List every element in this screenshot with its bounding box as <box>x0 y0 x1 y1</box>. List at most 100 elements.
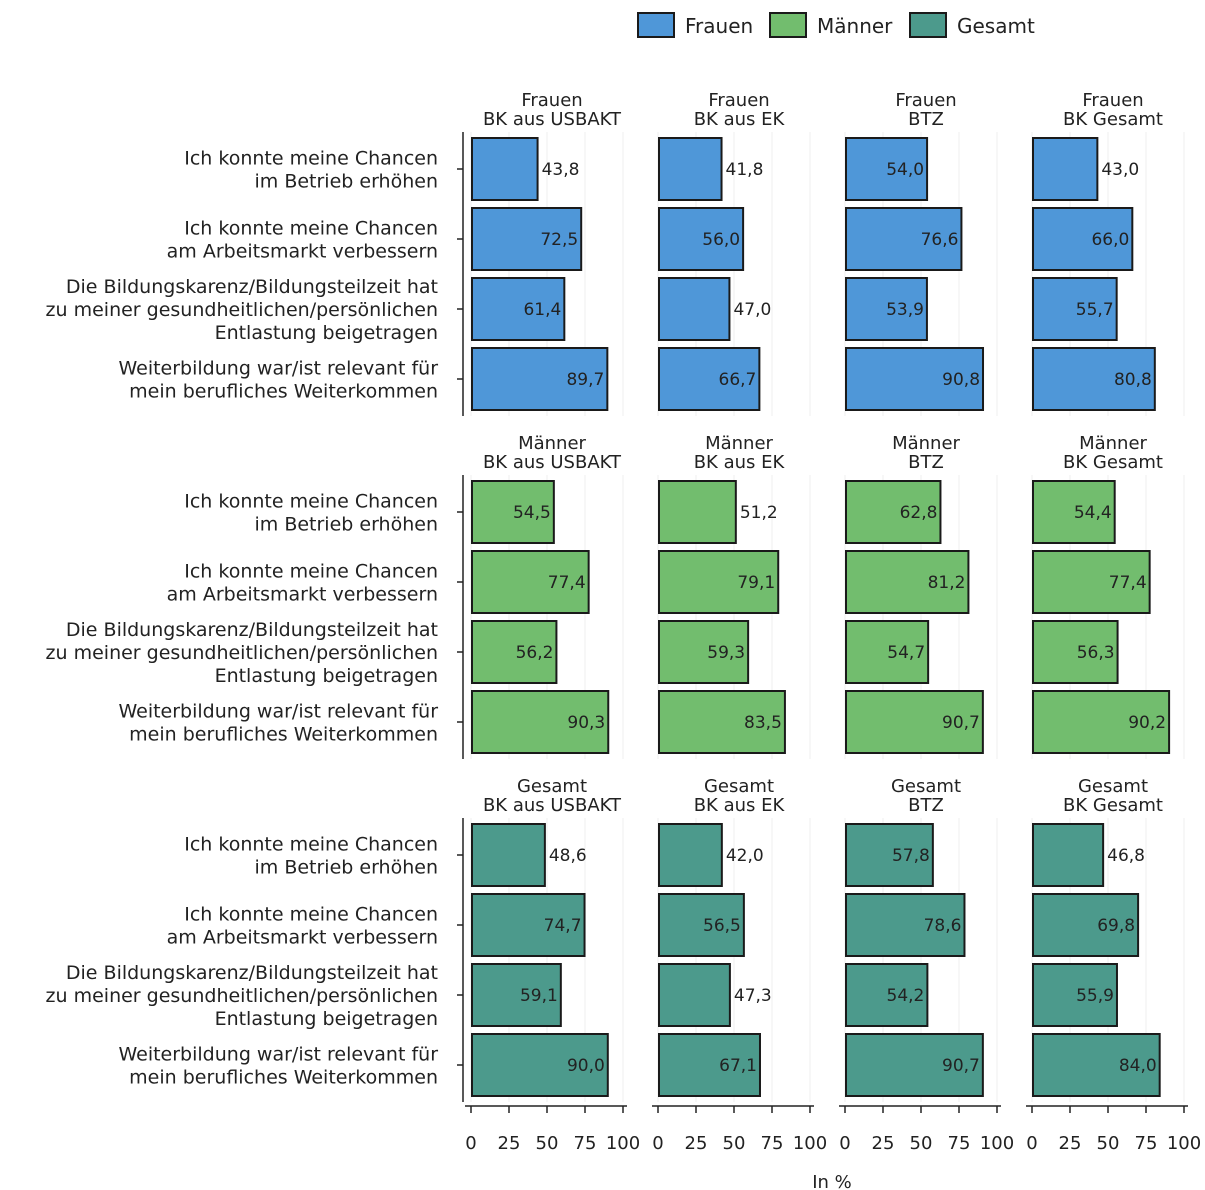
facet-title: BK aus EK <box>694 795 786 816</box>
facet-title: BK aus USBAKT <box>483 109 622 130</box>
data-label: 72,5 <box>540 230 578 250</box>
bar <box>471 480 555 544</box>
data-label: 47,3 <box>734 986 772 1006</box>
x-tick-label: 50 <box>1097 1133 1120 1154</box>
category-label: Ich konnte meine Chancen <box>184 904 438 926</box>
facet-title: Frauen <box>708 90 769 111</box>
facet-title: Männer <box>705 433 773 454</box>
category-label: Weiterbildung war/ist relevant für <box>118 358 438 380</box>
category-label: Weiterbildung war/ist relevant für <box>118 701 438 723</box>
data-label: 56,2 <box>516 643 554 663</box>
bar <box>471 893 586 957</box>
category-label: mein berufliches Weiterkommen <box>129 381 438 403</box>
bar <box>845 347 985 411</box>
category-label: am Arbeitsmarkt verbessern <box>167 927 438 949</box>
x-tick-label: 100 <box>606 1133 640 1154</box>
facet-title: Gesamt <box>517 776 587 797</box>
facet-title: BTZ <box>908 795 944 816</box>
data-label: 83,5 <box>744 713 782 733</box>
facet-title: Gesamt <box>1078 776 1148 797</box>
bar <box>845 277 928 341</box>
x-tick-label: 25 <box>872 1133 895 1154</box>
bar <box>1032 550 1151 614</box>
bar <box>1032 690 1171 754</box>
data-label: 55,7 <box>1076 300 1114 320</box>
bar <box>845 1033 984 1097</box>
bar <box>658 277 731 341</box>
bar <box>1032 1033 1161 1097</box>
category-label: Ich konnte meine Chancen <box>184 148 438 170</box>
category-label: Weiterbildung war/ist relevant für <box>118 1044 438 1066</box>
data-label: 90,7 <box>942 1056 980 1076</box>
x-tick-label: 100 <box>1167 1133 1201 1154</box>
bar <box>1032 137 1099 201</box>
x-tick-label: 100 <box>980 1133 1014 1154</box>
facet-title: Frauen <box>521 90 582 111</box>
bar <box>845 207 963 271</box>
data-label: 59,3 <box>707 643 745 663</box>
data-label: 59,1 <box>520 986 558 1006</box>
facet-title: Frauen <box>895 90 956 111</box>
bar <box>471 347 609 411</box>
facet-title: BK Gesamt <box>1063 109 1163 130</box>
legend-swatch-frauen <box>637 12 675 38</box>
data-label: 90,7 <box>942 713 980 733</box>
category-label: Entlastung beigetragen <box>215 1008 438 1030</box>
data-label: 76,6 <box>921 230 959 250</box>
data-label: 90,0 <box>567 1056 605 1076</box>
legend-label-gesamt: Gesamt <box>957 14 1035 38</box>
x-tick-label: 0 <box>465 1133 476 1154</box>
x-tick-label: 25 <box>498 1133 521 1154</box>
facet-title: BTZ <box>908 109 944 130</box>
x-tick-label: 50 <box>536 1133 559 1154</box>
facet-title: Männer <box>518 433 586 454</box>
data-label: 78,6 <box>924 916 962 936</box>
bar <box>658 823 723 887</box>
data-label: 54,0 <box>886 160 924 180</box>
data-label: 89,7 <box>566 370 604 390</box>
data-label: 81,2 <box>928 573 966 593</box>
x-tick-label: 0 <box>1026 1133 1037 1154</box>
data-label: 57,8 <box>892 846 930 866</box>
data-label: 48,6 <box>549 846 587 866</box>
data-label: 77,4 <box>1109 573 1147 593</box>
x-tick-label: 25 <box>685 1133 708 1154</box>
legend-swatch-maenner <box>769 12 807 38</box>
x-tick-label: 75 <box>1135 1133 1158 1154</box>
data-label: 67,1 <box>719 1056 757 1076</box>
bar <box>1032 963 1118 1027</box>
x-tick-label: 50 <box>910 1133 933 1154</box>
x-tick-label: 100 <box>793 1133 827 1154</box>
bar <box>1032 207 1134 271</box>
legend-label-frauen: Frauen <box>685 14 753 38</box>
data-label: 84,0 <box>1119 1056 1157 1076</box>
x-tick-label: 75 <box>761 1133 784 1154</box>
data-label: 56,0 <box>702 230 740 250</box>
category-label: Die Bildungskarenz/Bildungsteilzeit hat <box>66 276 438 298</box>
bar <box>658 550 780 614</box>
data-label: 51,2 <box>740 503 778 523</box>
data-label: 54,4 <box>1074 503 1112 523</box>
bar <box>471 963 562 1027</box>
data-label: 79,1 <box>737 573 775 593</box>
data-label: 54,5 <box>513 503 551 523</box>
data-label: 54,2 <box>887 986 925 1006</box>
category-label: mein berufliches Weiterkommen <box>129 1067 438 1089</box>
data-label: 80,8 <box>1114 370 1152 390</box>
data-label: 69,8 <box>1097 916 1135 936</box>
category-label: mein berufliches Weiterkommen <box>129 724 438 746</box>
data-label: 46,8 <box>1107 846 1145 866</box>
bar <box>845 550 970 614</box>
bar <box>471 137 539 201</box>
category-label: zu meiner gesundheitlichen/persönlichen <box>46 299 438 321</box>
facet-title: BTZ <box>908 452 944 473</box>
bar <box>658 690 786 754</box>
category-label: im Betrieb erhöhen <box>255 171 439 193</box>
bar <box>658 963 731 1027</box>
x-tick-label: 25 <box>1059 1133 1082 1154</box>
data-label: 61,4 <box>523 300 561 320</box>
x-tick-label: 0 <box>839 1133 850 1154</box>
bar <box>845 963 929 1027</box>
category-label: im Betrieb erhöhen <box>255 857 439 879</box>
